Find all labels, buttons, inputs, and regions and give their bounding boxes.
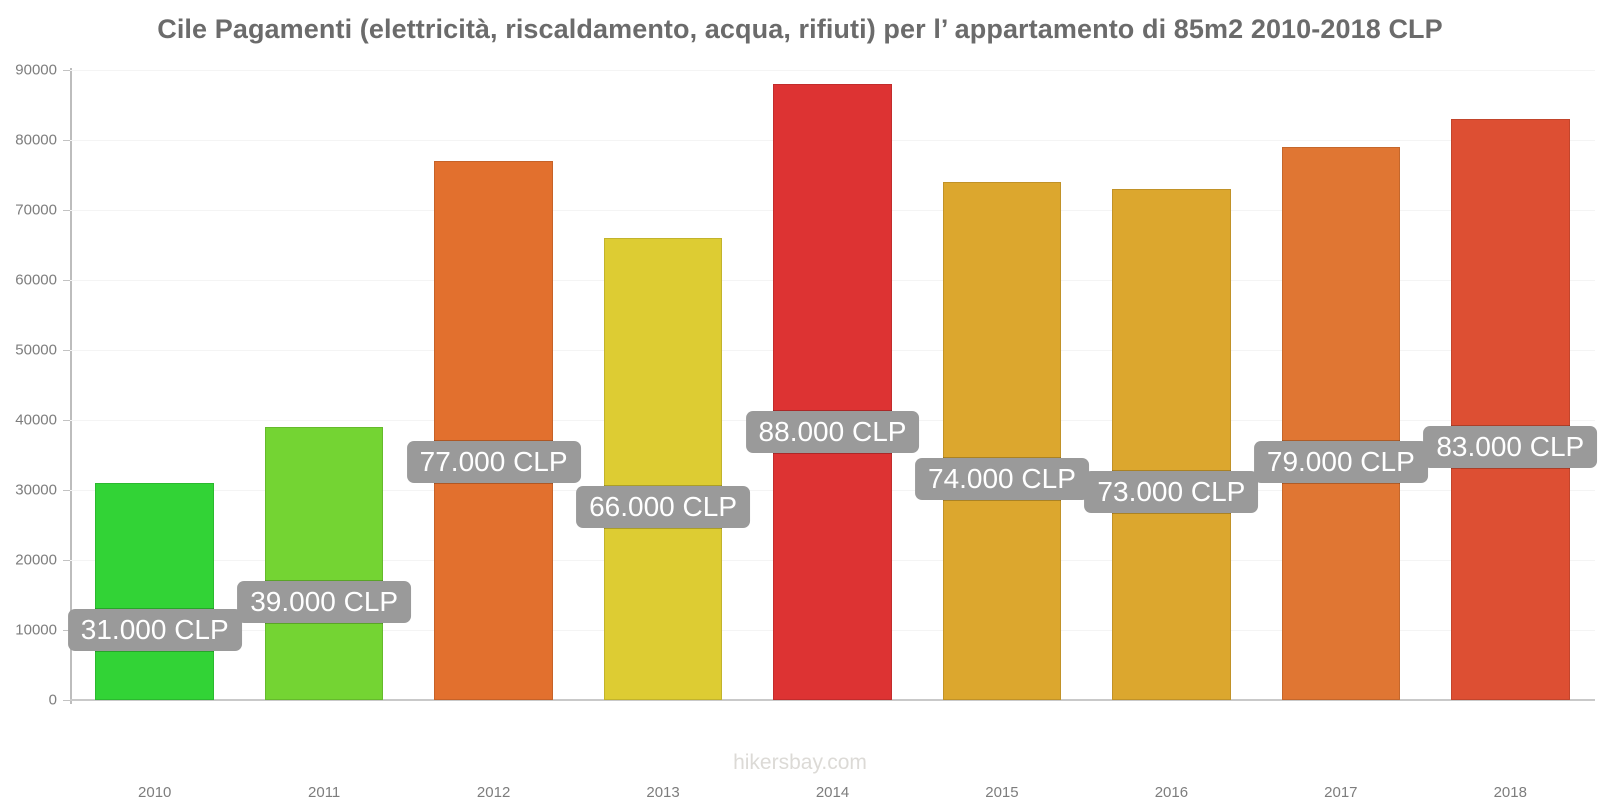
bar-value-label: 31.000 CLP — [67, 609, 242, 651]
y-axis-tick-label: 0 — [48, 691, 57, 709]
x-axis-tick-label: 2014 — [815, 784, 850, 801]
x-axis-tick-label: 2011 — [308, 784, 341, 801]
y-axis-tick-label: 10000 — [15, 621, 57, 639]
y-axis-tick-mark — [63, 280, 70, 281]
y-axis-tick-label: 60000 — [15, 271, 57, 289]
y-axis-tick-mark — [63, 490, 70, 491]
bar-value-label: 79.000 CLP — [1253, 441, 1428, 483]
y-axis-tick-mark — [63, 630, 70, 631]
bar-value-label: 88.000 CLP — [745, 411, 920, 453]
y-axis-tick-label: 80000 — [15, 131, 57, 149]
x-axis-tick-label: 2013 — [646, 784, 680, 801]
x-axis-tick-label: 2010 — [138, 784, 172, 801]
bar[interactable] — [95, 483, 215, 700]
y-axis-tick-mark — [63, 210, 70, 211]
bar-value-label: 66.000 CLP — [576, 486, 750, 528]
y-axis-line — [70, 68, 72, 704]
y-axis-tick-mark — [63, 560, 70, 561]
x-axis-tick-label: 2015 — [985, 784, 1019, 801]
y-axis-tick-mark — [63, 700, 70, 701]
bar[interactable] — [603, 238, 723, 700]
bar-value-label: 39.000 CLP — [237, 581, 412, 623]
bar[interactable] — [773, 84, 892, 700]
bar-value-label: 83.000 CLP — [1423, 426, 1598, 468]
y-axis-tick-mark — [63, 140, 70, 141]
y-axis-tick-mark — [63, 70, 70, 71]
y-axis-tick-mark — [63, 350, 70, 351]
bar-value-label: 74.000 CLP — [914, 458, 1089, 500]
bar[interactable] — [1450, 119, 1570, 700]
plot-area: 0 10000 20000 30000 40000 50000 60000 70000 8000… — [15, 62, 1598, 801]
y-axis-tick-label: 30000 — [15, 481, 57, 499]
bar-value-label: 73.000 CLP — [1084, 471, 1259, 513]
bar[interactable] — [1112, 189, 1231, 700]
chart-title: Cile Pagamenti (elettricità, riscaldamen… — [157, 14, 1443, 44]
y-axis-tick-label: 70000 — [15, 201, 57, 219]
bar[interactable] — [942, 182, 1062, 700]
watermark: hikersbay.com — [733, 751, 867, 774]
x-axis-tick-label: 2017 — [1324, 784, 1358, 801]
y-axis-tick-mark — [63, 420, 70, 421]
y-axis-tick-label: 50000 — [15, 341, 57, 359]
x-axis-tick-label: 2018 — [1493, 784, 1527, 801]
x-axis-tick-label: 2016 — [1154, 784, 1189, 801]
axis-baseline — [70, 699, 1595, 701]
bar-value-label: 77.000 CLP — [406, 441, 581, 483]
bar[interactable] — [264, 427, 384, 700]
y-axis-tick-label: 20000 — [15, 551, 57, 569]
bar[interactable] — [434, 161, 553, 700]
y-axis-tick-label: 40000 — [15, 411, 57, 429]
bar[interactable] — [1281, 147, 1401, 700]
y-axis-tick-label: 90000 — [15, 61, 57, 79]
gridline — [70, 70, 1595, 71]
x-axis-tick-label: 2012 — [476, 784, 511, 801]
